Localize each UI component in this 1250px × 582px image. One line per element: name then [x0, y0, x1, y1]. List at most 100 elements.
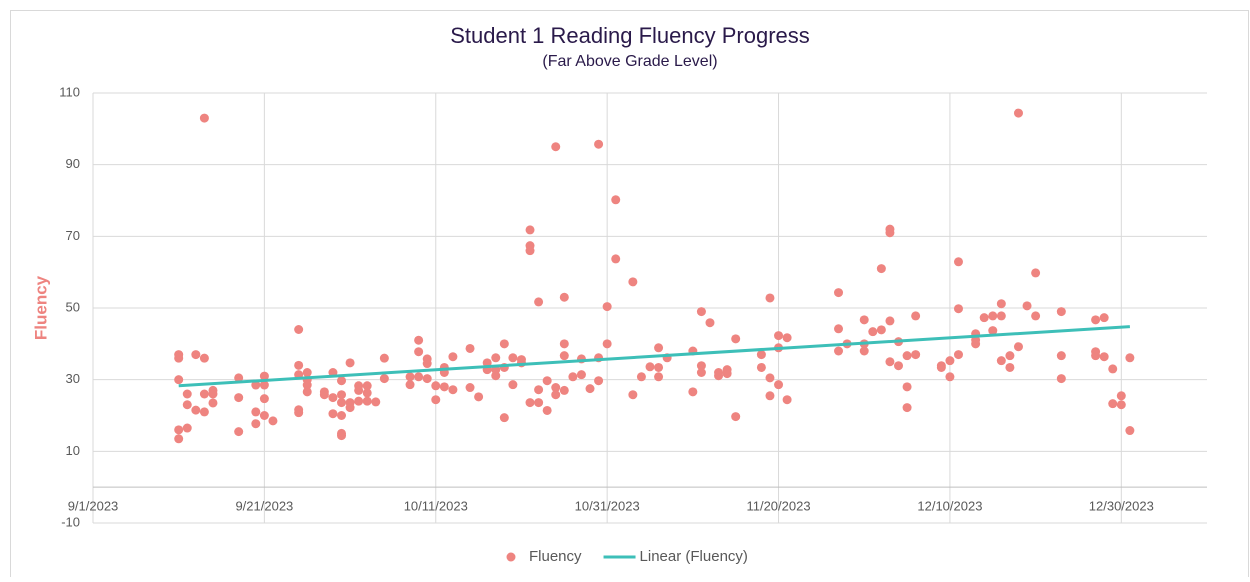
point	[1125, 426, 1135, 436]
point	[765, 391, 775, 401]
point	[1116, 400, 1126, 410]
point	[551, 383, 561, 393]
point	[1056, 351, 1066, 361]
point	[885, 357, 895, 367]
point	[602, 339, 612, 349]
point	[337, 411, 347, 420]
point	[328, 409, 338, 419]
point	[465, 383, 475, 393]
point	[894, 361, 904, 371]
point	[1099, 352, 1109, 362]
point	[996, 299, 1006, 309]
point	[559, 292, 569, 302]
point	[979, 313, 989, 323]
point	[302, 380, 312, 390]
point	[696, 361, 706, 371]
point	[834, 346, 844, 356]
point	[337, 398, 347, 408]
point	[1108, 399, 1118, 409]
point	[354, 396, 364, 406]
point	[405, 380, 415, 390]
point	[722, 369, 732, 379]
point	[371, 397, 381, 407]
point	[782, 333, 792, 343]
point	[1125, 353, 1135, 363]
point	[448, 352, 458, 362]
point	[594, 139, 604, 149]
point	[208, 398, 218, 408]
y-tick-label: 90	[66, 156, 80, 171]
point	[259, 371, 269, 381]
x-tick-label: 12/30/2023	[1089, 499, 1154, 514]
point	[431, 395, 441, 405]
point	[174, 375, 184, 385]
point	[525, 225, 535, 235]
y-axis-label: Fluency	[31, 275, 50, 340]
point	[1091, 351, 1101, 361]
point	[508, 380, 518, 390]
point	[936, 362, 946, 372]
point	[696, 307, 706, 317]
point	[1056, 374, 1066, 384]
point	[362, 396, 372, 406]
point	[654, 372, 664, 382]
point	[911, 350, 921, 360]
point	[251, 407, 261, 417]
point	[756, 350, 766, 360]
point	[756, 362, 766, 372]
point	[337, 376, 347, 386]
point	[1091, 315, 1101, 325]
point	[1108, 364, 1118, 374]
point	[645, 362, 655, 372]
point	[988, 326, 998, 336]
point	[551, 390, 561, 400]
x-tick-label: 10/11/2023	[404, 499, 468, 514]
point	[431, 381, 441, 391]
point	[439, 382, 449, 392]
point	[362, 381, 372, 391]
point	[859, 346, 869, 356]
point	[328, 393, 338, 403]
point	[1031, 311, 1041, 321]
point	[345, 403, 355, 413]
point	[688, 387, 698, 397]
point	[499, 413, 509, 423]
point	[782, 395, 792, 405]
point	[911, 311, 921, 321]
point	[337, 390, 347, 400]
point	[491, 353, 501, 363]
point	[945, 356, 955, 366]
point	[971, 339, 981, 349]
x-tick-label: 12/10/2023	[917, 499, 982, 514]
point	[525, 398, 535, 408]
point	[885, 316, 895, 326]
point	[945, 372, 955, 382]
y-tick-label: 70	[66, 228, 80, 243]
point	[474, 392, 484, 402]
point	[208, 389, 218, 399]
point	[319, 390, 329, 400]
point	[576, 370, 586, 380]
point	[234, 427, 244, 437]
point	[996, 356, 1006, 366]
point	[354, 385, 364, 395]
point	[834, 324, 844, 334]
y-tick-label: -10	[61, 514, 80, 529]
point	[774, 380, 784, 390]
point	[345, 358, 355, 368]
point	[1056, 307, 1066, 317]
point	[508, 353, 518, 363]
point	[534, 385, 544, 395]
point	[379, 374, 389, 384]
point	[953, 257, 963, 267]
y-tick-label: 30	[66, 371, 80, 386]
legend-marker	[506, 552, 516, 562]
point	[422, 374, 432, 384]
point	[714, 371, 724, 381]
point	[542, 405, 552, 415]
point	[405, 372, 415, 382]
point	[182, 423, 192, 433]
point	[534, 398, 544, 408]
point	[765, 293, 775, 303]
